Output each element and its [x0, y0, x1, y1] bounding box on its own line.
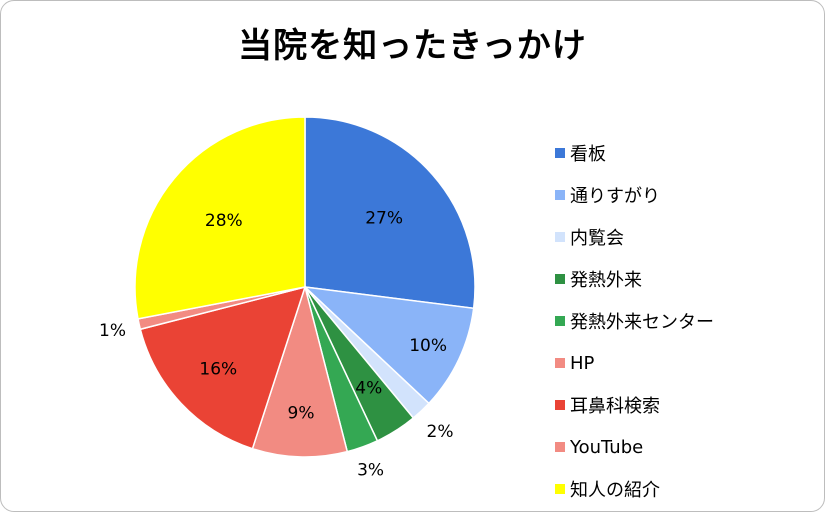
- data-label-4: 4%: [355, 379, 382, 399]
- legend-swatch: [555, 232, 565, 242]
- data-label-6: 9%: [288, 404, 315, 424]
- legend-item-6: HP: [555, 342, 815, 384]
- legend-item-4: 発熱外来: [555, 258, 815, 300]
- legend-label: 耳鼻科検索: [570, 396, 660, 417]
- data-label-3: 2%: [427, 422, 454, 442]
- data-label-2: 10%: [409, 336, 447, 356]
- chart-legend: 看板通りすがり内覧会発熱外来発熱外来センター HP 耳鼻科検索 YouTube 知人の紹…: [555, 132, 815, 510]
- legend-item-1: 看板: [555, 132, 815, 174]
- legend-label: 発熱外来: [570, 270, 642, 291]
- legend-swatch: [555, 274, 565, 284]
- legend-swatch: [555, 358, 565, 368]
- legend-item-5: 発熱外来センター: [555, 300, 815, 342]
- legend-item-8: YouTube: [555, 426, 815, 468]
- legend-swatch: [555, 148, 565, 158]
- legend-label: 発熱外来センター: [570, 312, 714, 333]
- legend-item-3: 内覧会: [555, 216, 815, 258]
- legend-swatch: [555, 316, 565, 326]
- legend-label: HP: [570, 352, 595, 374]
- legend-swatch: [555, 400, 565, 410]
- legend-swatch: [555, 484, 565, 494]
- pie-data-labels: 27% 10% 2% 4% 3% 9% 16% 1% 28%: [99, 208, 453, 480]
- legend-label: 内覧会: [570, 228, 624, 249]
- legend-item-7: 耳鼻科検索: [555, 384, 815, 426]
- legend-item-2: 通りすがり: [555, 174, 815, 216]
- legend-item-9: 知人の紹介: [555, 468, 815, 510]
- legend-label: YouTube: [570, 436, 644, 458]
- chart-title: 当院を知ったきっかけ: [238, 26, 587, 66]
- legend-swatch: [555, 190, 565, 200]
- data-label-8: 1%: [99, 321, 126, 341]
- pie-slice-7: [139, 285, 307, 450]
- pie-slice-2: [302, 285, 475, 405]
- data-label-5: 3%: [357, 460, 384, 480]
- legend-label: 知人の紹介: [570, 480, 660, 501]
- data-label-1: 27%: [365, 208, 403, 228]
- pie-slice-6: [251, 284, 349, 458]
- pie-slices: [134, 116, 476, 458]
- legend-label: 通りすがり: [570, 186, 660, 207]
- pie-slice-9: [134, 116, 306, 320]
- legend-swatch: [555, 442, 565, 452]
- pie-slice-1: [304, 116, 476, 310]
- data-label-9: 28%: [205, 211, 243, 231]
- data-label-7: 16%: [199, 360, 237, 380]
- legend-label: 看板: [570, 144, 606, 165]
